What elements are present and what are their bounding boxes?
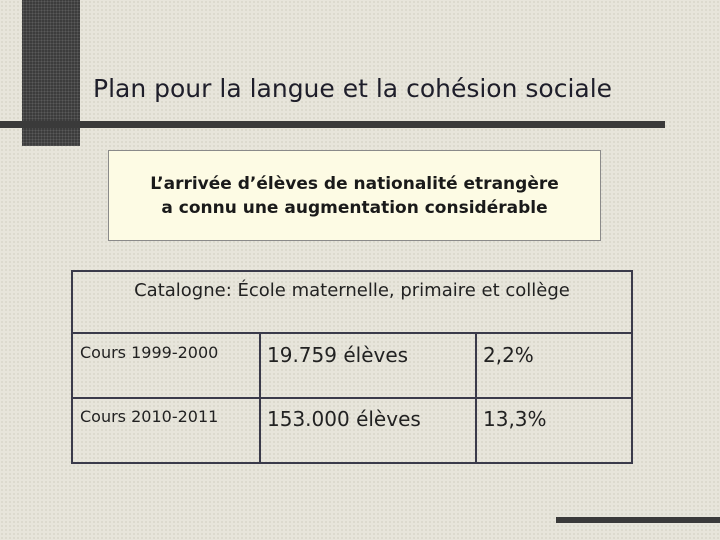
note-line: L’arrivée d’élèves de nationalité etrang… <box>150 173 559 194</box>
col-border <box>259 334 261 462</box>
table: Catalogne: École maternelle, primaire et… <box>71 270 633 464</box>
note-line: a connu une augmentation considérable <box>161 197 548 218</box>
table-cell: 2,2% <box>483 343 534 367</box>
table-cell: 13,3% <box>483 407 547 431</box>
note-box: L’arrivée d’élèves de nationalité etrang… <box>108 150 601 241</box>
slide-title: Plan pour la langue et la cohésion socia… <box>93 74 613 103</box>
col-border <box>475 334 477 462</box>
table-cell: Cours 1999-2000 <box>80 343 219 362</box>
table-cell: Cours 2010-2011 <box>80 407 219 426</box>
table-cell: 19.759 élèves <box>267 343 409 367</box>
table-cell: 153.000 élèves <box>267 407 421 431</box>
decor-bar <box>556 517 720 523</box>
decor-bar <box>0 121 665 128</box>
row-border <box>73 397 631 399</box>
table-header: Catalogne: École maternelle, primaire et… <box>73 272 631 334</box>
